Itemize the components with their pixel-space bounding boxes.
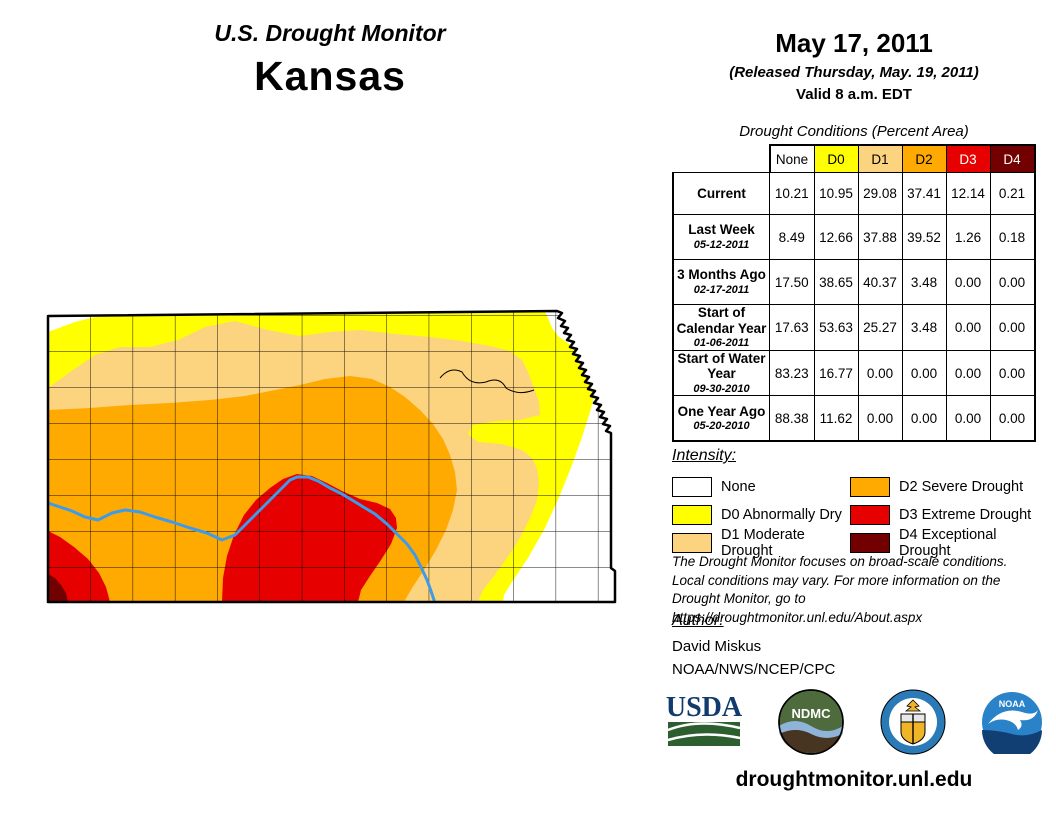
cell-value: 37.41 — [901, 172, 947, 215]
legend-item-d3: D3 Extreme Drought — [850, 505, 1040, 525]
legend-item-d2: D2 Severe Drought — [850, 477, 1040, 497]
col-header-d2: D2 — [901, 144, 947, 173]
ndmc-logo-icon: NDMC — [778, 689, 845, 755]
cell-value: 0.00 — [989, 395, 1036, 443]
legend-item-none: None — [672, 477, 850, 497]
cell-value: 0.00 — [989, 349, 1036, 397]
title-block: U.S. Drought Monitor Kansas — [0, 20, 660, 100]
state-name-title: Kansas — [254, 53, 406, 99]
d3-swatch-icon — [850, 505, 890, 525]
d4-swatch-icon — [850, 533, 890, 553]
released-date: (Released Thursday, May. 19, 2011) — [729, 64, 979, 81]
cell-value: 12.66 — [813, 214, 859, 260]
cell-value: 3.48 — [901, 259, 947, 305]
cell-value: 1.26 — [945, 214, 991, 260]
cell-value: 37.88 — [857, 214, 903, 260]
author-heading: Author: — [672, 612, 724, 629]
page-title: U.S. Drought Monitor — [214, 20, 446, 46]
cell-value: 29.08 — [857, 172, 903, 215]
author-org: NOAA/NWS/NCEP/CPC — [672, 661, 836, 678]
row-label: Current — [672, 172, 770, 215]
none-swatch-icon — [672, 477, 712, 497]
noaa-logo-icon: NOAA — [981, 692, 1042, 754]
table-row: Start of Calendar Year 01-06-2011 17.63 5… — [672, 304, 1036, 351]
table-row: Start of Water Year 09-30-2010 83.23 16.7… — [672, 349, 1036, 397]
cell-value: 3.48 — [901, 304, 947, 351]
cell-value: 0.00 — [857, 349, 903, 397]
col-header-d1: D1 — [857, 144, 903, 173]
disclaimer-text: The Drought Monitor focuses on broad-sca… — [672, 554, 1008, 625]
cell-value: 39.52 — [901, 214, 947, 260]
cell-value: 0.00 — [901, 395, 947, 443]
svg-text:NOAA: NOAA — [999, 699, 1026, 709]
kansas-drought-map — [46, 309, 617, 604]
cell-value: 16.77 — [813, 349, 859, 397]
cell-value: 38.65 — [813, 259, 859, 305]
logo-row: USDA NDMC NOAA — [664, 688, 1044, 756]
col-header-d3: D3 — [945, 144, 991, 173]
table-row: Current 10.21 10.95 29.08 37.41 12.14 0.… — [672, 172, 1036, 215]
row-label: Start of Water Year 09-30-2010 — [672, 349, 770, 397]
legend-title: Intensity: — [672, 447, 737, 464]
cell-value: 25.27 — [857, 304, 903, 351]
county-grid — [48, 311, 615, 602]
cell-value: 8.49 — [769, 214, 815, 260]
cell-value: 0.18 — [989, 214, 1036, 260]
header-spacer — [673, 145, 770, 173]
footer-url: droughtmonitor.unl.edu — [735, 768, 973, 791]
table-row: One Year Ago 05-20-2010 88.38 11.62 0.00 … — [672, 395, 1036, 443]
author-name: David Miskus — [672, 638, 762, 655]
legend-item-d0: D0 Abnormally Dry — [672, 505, 850, 525]
map-date: May 17, 2011 — [775, 28, 933, 58]
drought-conditions-table: None D0 D1 D2 D3 D4 Current 10.21 10.95 … — [672, 144, 1036, 443]
date-block: May 17, 2011 (Released Thursday, May. 19… — [668, 28, 1040, 103]
cell-value: 53.63 — [813, 304, 859, 351]
cell-value: 0.21 — [989, 172, 1036, 215]
cell-value: 0.00 — [857, 395, 903, 443]
intensity-legend: Intensity: None D2 Severe Drought D0 Abn… — [672, 447, 1040, 559]
usda-logo-icon: USDA — [666, 692, 743, 746]
cell-value: 17.63 — [769, 304, 815, 351]
d0-swatch-icon — [672, 505, 712, 525]
state-outline — [46, 309, 617, 604]
county-line-detail — [439, 369, 535, 394]
cell-value: 10.95 — [813, 172, 859, 215]
table-row: Last Week 05-12-2011 8.49 12.66 37.88 39.… — [672, 214, 1036, 260]
cell-value: 88.38 — [769, 395, 815, 443]
cell-value: 11.62 — [813, 395, 859, 443]
cell-value: 17.50 — [769, 259, 815, 305]
svg-text:USDA: USDA — [666, 692, 743, 723]
col-header-d4: D4 — [989, 144, 1036, 173]
cell-value: 0.00 — [945, 349, 991, 397]
author-block: Author: David Miskus NOAA/NWS/NCEP/CPC — [672, 612, 835, 678]
legend-item-d1: D1 Moderate Drought — [672, 527, 850, 559]
table-title: Drought Conditions (Percent Area) — [739, 123, 969, 140]
cell-value: 0.00 — [945, 395, 991, 443]
cell-value: 10.21 — [769, 172, 815, 215]
table-header-row: None D0 D1 D2 D3 D4 — [673, 144, 1036, 173]
cell-value: 0.00 — [989, 304, 1036, 351]
cell-value: 0.00 — [945, 259, 991, 305]
d2-swatch-icon — [850, 477, 890, 497]
cell-value: 0.00 — [945, 304, 991, 351]
row-label: Last Week 05-12-2011 — [672, 214, 770, 260]
d1-swatch-icon — [672, 533, 712, 553]
cell-value: 0.00 — [989, 259, 1036, 305]
cell-value: 0.00 — [901, 349, 947, 397]
cell-value: 40.37 — [857, 259, 903, 305]
col-header-d0: D0 — [813, 144, 859, 173]
col-header-none: None — [768, 144, 815, 173]
cell-value: 83.23 — [769, 349, 815, 397]
cell-value: 12.14 — [945, 172, 991, 215]
row-label: One Year Ago 05-20-2010 — [672, 395, 770, 443]
svg-text:NDMC: NDMC — [792, 706, 832, 721]
table-row: 3 Months Ago 02-17-2011 17.50 38.65 40.37… — [672, 259, 1036, 305]
doc-logo-icon — [880, 689, 946, 755]
legend-item-d4: D4 Exceptional Drought — [850, 527, 1040, 559]
row-label: Start of Calendar Year 01-06-2011 — [672, 304, 770, 351]
river-line — [48, 475, 436, 602]
row-label: 3 Months Ago 02-17-2011 — [672, 259, 770, 305]
valid-time: Valid 8 a.m. EDT — [796, 86, 912, 103]
